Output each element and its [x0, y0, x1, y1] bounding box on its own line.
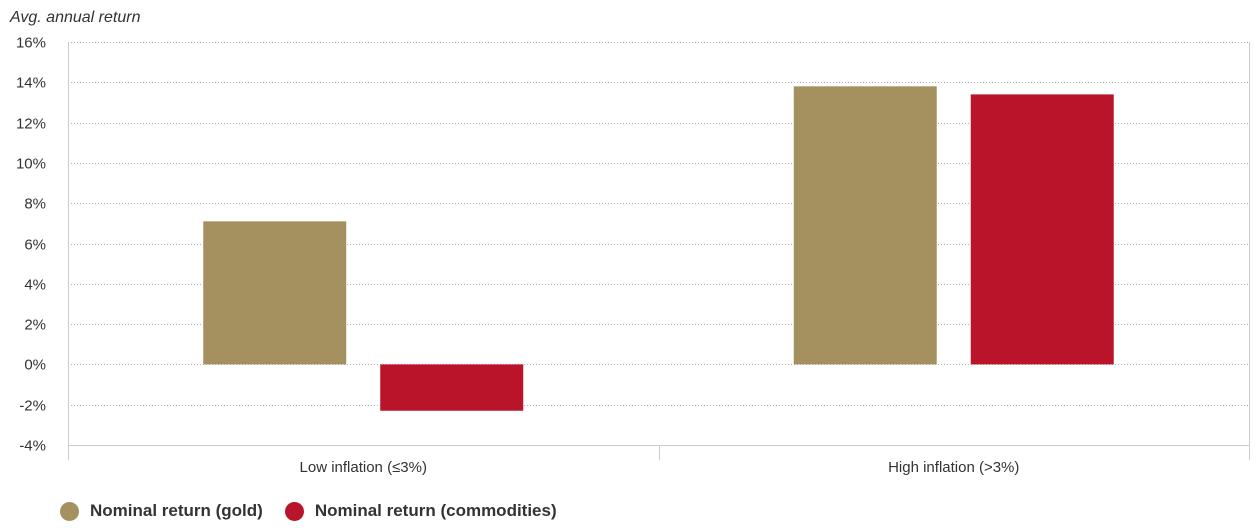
bar-chart: -4% -2% 0% 2% 4% 6% 8% 10% 12% 14% 16% Low inflatio…: [16, 35, 1250, 476]
legend-swatch-gold: [60, 501, 79, 521]
legend-label-gold: Nominal return (gold): [90, 501, 263, 520]
legend: Nominal return (gold) Nominal return (co…: [60, 501, 579, 521]
bar: [203, 221, 347, 365]
y-tick-label: 16%: [16, 35, 46, 52]
y-axis-label: Avg. annual return: [10, 9, 141, 26]
bar: [793, 86, 937, 365]
y-tick-label: 10%: [16, 156, 46, 173]
y-tick-label: -4%: [19, 438, 46, 455]
y-tick-label: 14%: [16, 75, 46, 92]
y-tick-label: 8%: [24, 196, 46, 213]
bar: [380, 364, 524, 411]
y-tick-label: -2%: [19, 398, 46, 415]
y-tick-label: 0%: [24, 357, 46, 374]
legend-swatch-commodities: [284, 501, 304, 521]
x-category-label: Low inflation (≤3%): [300, 459, 427, 476]
legend-item-commodities: Nominal return (commodities): [284, 501, 557, 521]
bar: [970, 94, 1114, 365]
legend-label-commodities: Nominal return (commodities): [314, 501, 557, 520]
legend-item-gold: Nominal return (gold): [60, 501, 263, 521]
x-category-label: High inflation (>3%): [888, 459, 1019, 476]
y-tick-label: 12%: [16, 116, 46, 133]
y-tick-label: 2%: [24, 317, 46, 334]
y-tick-label: 6%: [24, 237, 46, 254]
y-tick-label: 4%: [24, 277, 46, 294]
